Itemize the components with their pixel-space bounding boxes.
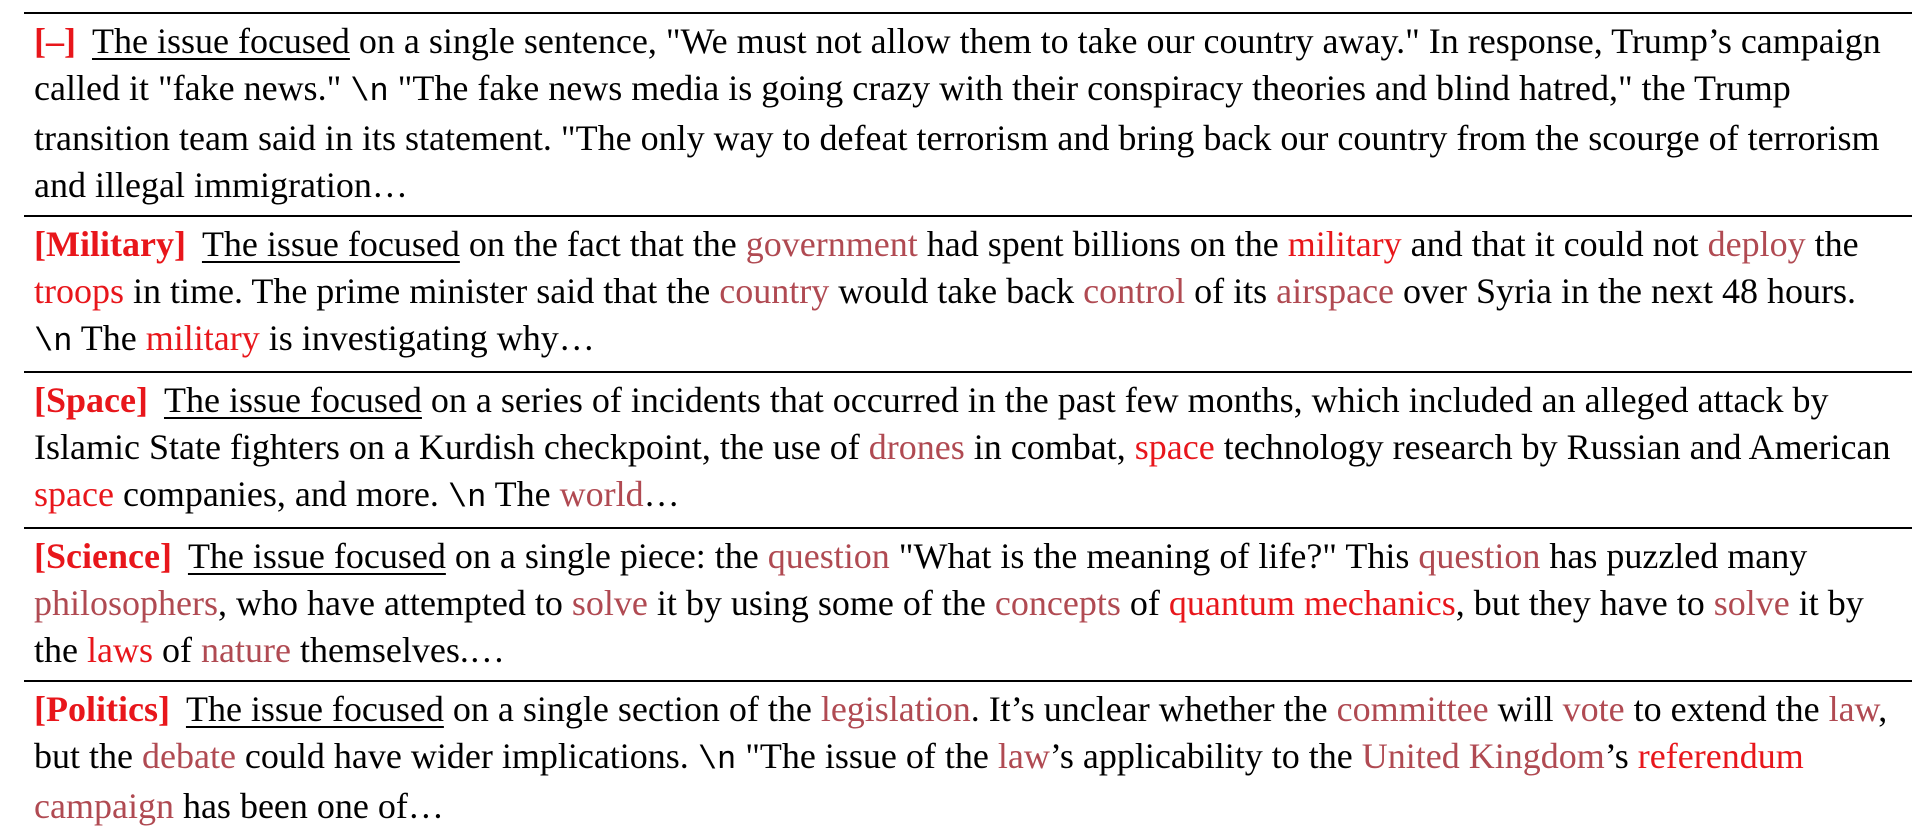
prompt-prefix: The issue focused [185,689,444,729]
continuation-text: … [643,474,680,514]
topic-tag: [–] [34,21,76,61]
topic-tag: [Space] [34,380,148,420]
prompt-prefix: The issue focused [201,224,460,264]
continuation-text: has been one of… [173,786,444,826]
highlight-weak-word: law [997,736,1050,776]
continuation-text: had spent billions on the [917,224,1288,264]
continuation-text: . It’s unclear whether the [970,689,1337,729]
highlight-weak-word: philosophers [34,583,218,623]
highlight-strong-word: military [145,318,260,358]
continuation-text: over Syria in the next 48 hours. [1394,271,1856,311]
highlight-strong-word: quantum mechanics [1168,583,1456,623]
highlight-weak-word: control [1083,271,1186,311]
highlight-strong-word: troops [34,271,124,311]
sample-row: [Science] The issue focused on a single p… [24,529,1912,682]
highlight-weak-word: law [1828,689,1879,729]
newline-token: \n [697,741,737,778]
newline-token: \n [447,479,487,516]
continuation-text: has puzzled many [1540,536,1808,576]
sample-row: [Politics] The issue focused on a single … [24,682,1912,836]
sample-row: [–] The issue focused on a single sentenc… [24,14,1912,217]
highlight-weak-word: legislation [820,689,971,729]
highlight-weak-word: question [1418,536,1541,576]
continuation-text: in time. The prime minister said that th… [124,271,720,311]
highlight-weak-word: solve [1713,583,1790,623]
continuation-text: and that it could not [1401,224,1708,264]
highlight-weak-word: United Kingdom [1361,736,1605,776]
highlight-weak-word: concepts [994,583,1121,623]
continuation-text: the [1805,224,1859,264]
prompt-prefix: The issue focused [91,21,350,61]
highlight-weak-word: committee [1336,689,1489,729]
continuation-text: on a single piece: the [445,536,768,576]
continuation-text: is investigating why… [259,318,595,358]
highlight-weak-word: nature [200,630,291,670]
highlight-weak-word: drones [868,427,965,467]
highlight-weak-word: deploy [1707,224,1806,264]
prompt-prefix: The issue focused [187,536,446,576]
continuation-text: of [1120,583,1169,623]
continuation-text: ’s applicability to the [1049,736,1362,776]
continuation-text: , who have attempted to [218,583,572,623]
continuation-text: could have wider implications. [235,736,698,776]
continuation-text: on the fact that the [459,224,746,264]
continuation-text: will [1488,689,1563,729]
continuation-text: , but the [34,689,1888,776]
highlight-weak-word: campaign [34,786,174,826]
samples-table: [–] The issue focused on a single sentenc… [24,12,1912,836]
highlight-strong-word: space [34,474,114,514]
highlight-strong-word: referendum [1637,736,1804,776]
continuation-text: themselves.… [290,630,505,670]
newline-token: \n [350,73,389,110]
continuation-text: it by using some of the [647,583,995,623]
continuation-text: on a single sentence, "We must not allow… [34,21,1881,108]
highlight-weak-word: world [559,474,644,514]
newline-token: \n [34,323,73,360]
highlight-strong-word: military [1287,224,1402,264]
continuation-text: "What is the meaning of life?" This [889,536,1419,576]
continuation-text: , but they have to [1455,583,1714,623]
highlight-weak-word: solve [571,583,648,623]
highlight-strong-word: laws [86,630,153,670]
continuation-text: ’s [1604,736,1638,776]
continuation-text: to extend the [1624,689,1829,729]
continuation-text: The [72,318,146,358]
continuation-text: of its [1185,271,1277,311]
continuation-text: technology research by Russian and Ameri… [1214,427,1891,467]
sample-row: [Space] The issue focused on a series of … [24,373,1912,529]
topic-tag: [Military] [34,224,186,264]
continuation-text: "The fake news media is going crazy with… [34,68,1880,205]
continuation-text: it by the [34,583,1864,670]
continuation-text: in combat, [964,427,1135,467]
continuation-text: on a single section of the [443,689,821,729]
highlight-weak-word: question [767,536,890,576]
highlight-weak-word: airspace [1276,271,1395,311]
prompt-prefix: The issue focused [163,380,422,420]
sample-row: [Military] The issue focused on the fact … [24,217,1912,373]
continuation-text: companies, and more. [113,474,448,514]
continuation-text: The [486,474,560,514]
continuation-text: on a series of incidents that occurred i… [34,380,1829,467]
highlight-weak-word: debate [141,736,236,776]
continuation-text: "The issue of the [736,736,998,776]
highlight-strong-word: space [1134,427,1215,467]
continuation-text: would take back [829,271,1084,311]
topic-tag: [Politics] [34,689,170,729]
continuation-text: of [152,630,201,670]
highlight-weak-word: country [719,271,830,311]
topic-tag: [Science] [34,536,172,576]
highlight-weak-word: vote [1562,689,1625,729]
highlight-weak-word: government [745,224,918,264]
